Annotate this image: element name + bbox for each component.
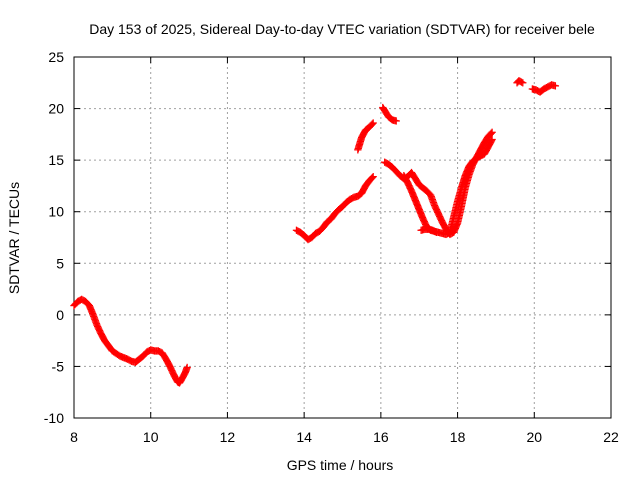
y-tick-label: 5 bbox=[56, 255, 64, 271]
y-tick-label: -10 bbox=[44, 410, 64, 426]
y-tick-label: -5 bbox=[52, 358, 65, 374]
x-tick-label: 10 bbox=[143, 429, 159, 445]
x-tick-label: 8 bbox=[70, 429, 78, 445]
x-tick-label: 22 bbox=[603, 429, 619, 445]
data-point-marker bbox=[432, 228, 441, 236]
data-point-marker bbox=[517, 78, 526, 86]
x-axis-label: GPS time / hours bbox=[287, 457, 394, 473]
x-tick-label: 20 bbox=[526, 429, 542, 445]
data-point-marker bbox=[488, 128, 496, 136]
x-tick-label: 12 bbox=[220, 429, 236, 445]
data-point-marker bbox=[551, 82, 560, 90]
y-tick-label: 15 bbox=[48, 152, 64, 168]
x-tick-label: 18 bbox=[450, 429, 466, 445]
data-point-marker bbox=[183, 363, 191, 372]
x-tick-label: 16 bbox=[373, 429, 389, 445]
grid-lines bbox=[74, 57, 611, 418]
chart-title: Day 153 of 2025, Sidereal Day-to-day VTE… bbox=[89, 21, 595, 37]
x-tick-label: 14 bbox=[296, 429, 312, 445]
y-tick-label: 20 bbox=[48, 101, 64, 117]
data-point-marker bbox=[519, 79, 527, 87]
data-point-marker bbox=[369, 119, 377, 127]
plot-frame bbox=[73, 56, 612, 419]
y-tick-label: 10 bbox=[48, 204, 64, 220]
data-point-marker bbox=[392, 117, 400, 125]
data-point-marker bbox=[369, 172, 377, 181]
axis-ticks: 8 10 12 14 16 18 20 22 25 20 15 10 5 0 -5 -10 bbox=[44, 49, 619, 445]
data-point-marker bbox=[431, 228, 439, 236]
y-tick-label: 0 bbox=[56, 307, 64, 323]
data-point-marker bbox=[368, 120, 376, 128]
y-tick-label: 25 bbox=[48, 49, 64, 65]
data-point-marker bbox=[487, 129, 495, 137]
data-point-marker bbox=[368, 174, 376, 182]
data-points bbox=[70, 77, 560, 387]
data-point-marker bbox=[488, 135, 496, 144]
y-axis-label: SDTVAR / TECUs bbox=[6, 182, 22, 294]
